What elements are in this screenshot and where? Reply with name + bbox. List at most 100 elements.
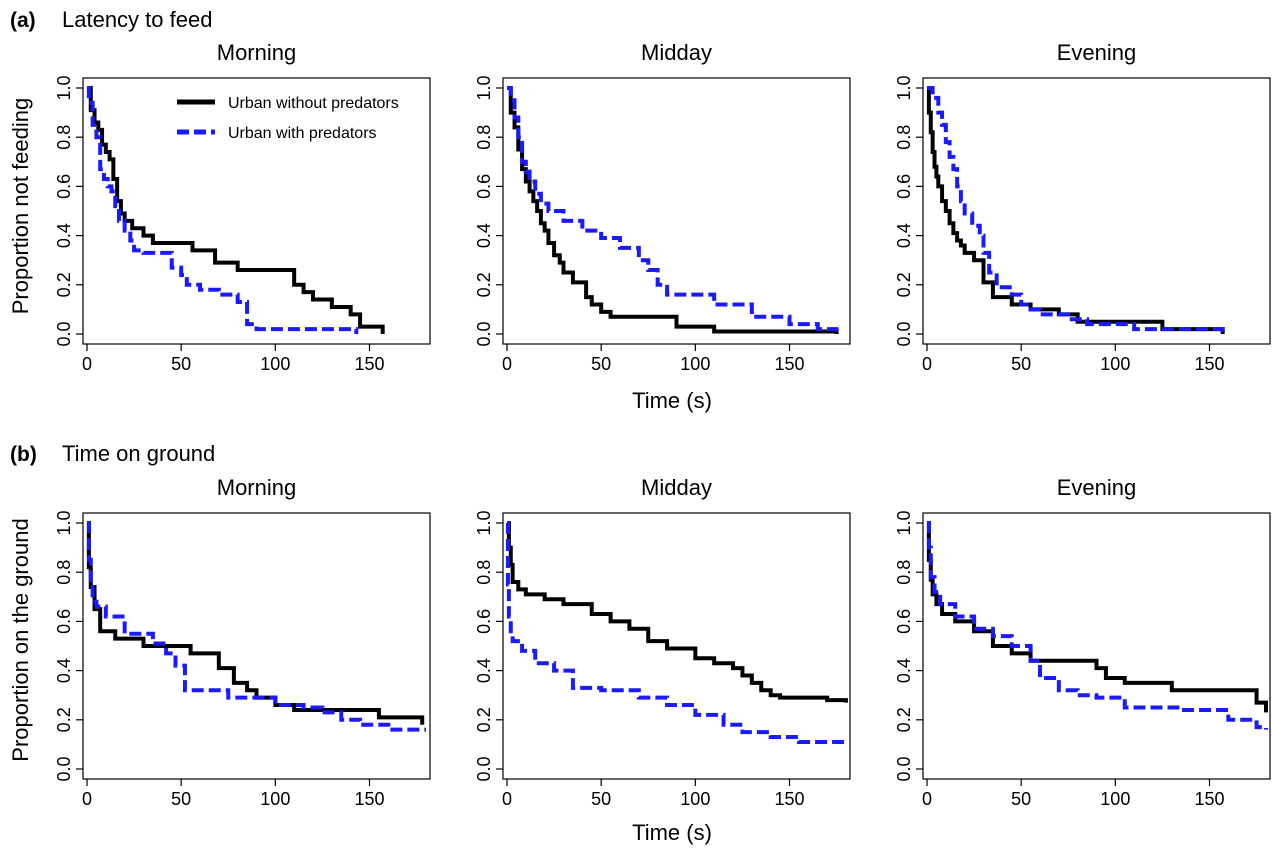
y-tick-label: 0.2 — [54, 272, 74, 297]
series-line-without-predators — [926, 521, 1268, 713]
plot-frame — [82, 77, 431, 345]
x-axis-label-a: Time (s) — [632, 388, 712, 413]
subplot-a-midday: Midday 0 50 100 150 0.0 0.2 0.4 0.6 0.8 1.0 — [474, 40, 851, 374]
series-line-with-predators — [927, 86, 1225, 334]
plot-frame — [922, 512, 1271, 780]
panel-b-label: (b) — [10, 443, 37, 466]
y-tick-label: 0.4 — [54, 658, 74, 683]
x-tick-label: 100 — [1100, 789, 1130, 809]
y-tick-label: 1.0 — [54, 75, 74, 100]
subplots: Morning 0 50 100 150 0.0 0.2 0.4 0.6 0.8 1.0 Urban … — [54, 40, 1271, 809]
legend: Urban without predators Urban with predat… — [177, 95, 399, 142]
plot-frame — [82, 512, 431, 780]
x-tick-label: 0 — [922, 354, 932, 374]
x-tick-label: 100 — [680, 354, 710, 374]
series-line-with-predators — [926, 521, 1268, 730]
panel-b-title: Time on ground — [62, 441, 215, 466]
x-tick-label: 100 — [680, 789, 710, 809]
x-tick-label: 150 — [1194, 354, 1224, 374]
subplot-a-morning: Morning 0 50 100 150 0.0 0.2 0.4 0.6 0.8 1.0 Urban … — [54, 40, 431, 374]
x-tick-label: 50 — [171, 789, 191, 809]
subplot-title: Morning — [217, 40, 296, 65]
x-tick-label: 100 — [260, 789, 290, 809]
subplot-b-midday: Midday 0 50 100 150 0.0 0.2 0.4 0.6 0.8 1.0 — [474, 475, 851, 809]
y-tick-label: 1.0 — [474, 510, 494, 535]
y-tick-label: 0.4 — [474, 658, 494, 683]
y-tick-label: 0.8 — [54, 560, 74, 585]
series-line-with-predators — [507, 86, 839, 334]
x-axis-label-b: Time (s) — [632, 820, 712, 845]
x-tick-label: 150 — [774, 354, 804, 374]
x-tick-label: 0 — [502, 354, 512, 374]
x-tick-label: 50 — [171, 354, 191, 374]
y-axis-label-a: Proportion not feeding — [8, 98, 33, 315]
y-tick-label: 0.2 — [474, 707, 494, 732]
y-tick-label: 0.4 — [894, 223, 914, 248]
y-tick-label: 0.8 — [894, 560, 914, 585]
series-line-with-predators — [86, 521, 426, 732]
y-tick-label: 1.0 — [474, 75, 494, 100]
y-tick-label: 0.8 — [474, 560, 494, 585]
y-tick-label: 1.0 — [894, 75, 914, 100]
plot-frame — [502, 512, 851, 780]
subplot-title: Midday — [641, 40, 712, 65]
y-tick-label: 0.8 — [474, 125, 494, 150]
x-tick-label: 100 — [260, 354, 290, 374]
y-tick-label: 0.0 — [894, 756, 914, 781]
series-line-with-predators — [86, 86, 359, 334]
x-tick-label: 0 — [82, 354, 92, 374]
x-tick-label: 50 — [1011, 354, 1031, 374]
y-tick-label: 0.6 — [54, 174, 74, 199]
y-tick-label: 1.0 — [54, 510, 74, 535]
y-tick-label: 0.6 — [474, 174, 494, 199]
x-tick-label: 50 — [591, 354, 611, 374]
subplot-b-evening: Evening 0 50 100 150 0.0 0.2 0.4 0.6 0.8 1.0 — [894, 475, 1271, 809]
y-tick-label: 0.0 — [474, 321, 494, 346]
series-line-without-predators — [506, 521, 848, 703]
subplot-b-morning: Morning 0 50 100 150 0.0 0.2 0.4 0.6 0.8 1.0 — [54, 475, 431, 809]
x-tick-label: 150 — [774, 789, 804, 809]
x-tick-label: 150 — [354, 354, 384, 374]
y-tick-label: 0.6 — [894, 174, 914, 199]
y-tick-label: 0.8 — [54, 125, 74, 150]
y-tick-label: 0.2 — [474, 272, 494, 297]
subplot-title: Midday — [641, 475, 712, 500]
panel-a-label: (a) — [10, 9, 36, 32]
y-tick-label: 0.0 — [54, 756, 74, 781]
y-tick-label: 0.0 — [474, 756, 494, 781]
y-tick-label: 0.2 — [54, 707, 74, 732]
y-tick-label: 0.4 — [474, 223, 494, 248]
x-tick-label: 100 — [1100, 354, 1130, 374]
y-tick-label: 0.0 — [54, 321, 74, 346]
subplot-title: Evening — [1057, 40, 1137, 65]
x-tick-label: 0 — [502, 789, 512, 809]
legend-label: Urban without predators — [228, 95, 399, 112]
y-tick-label: 0.0 — [894, 321, 914, 346]
x-tick-label: 50 — [591, 789, 611, 809]
y-tick-label: 0.2 — [894, 707, 914, 732]
subplot-title: Morning — [217, 475, 296, 500]
y-tick-label: 1.0 — [894, 510, 914, 535]
x-tick-label: 150 — [354, 789, 384, 809]
plot-frame — [502, 77, 851, 345]
panel-a-title: Latency to feed — [62, 7, 212, 32]
x-tick-label: 0 — [922, 789, 932, 809]
legend-label: Urban with predators — [228, 125, 377, 142]
x-tick-label: 0 — [82, 789, 92, 809]
y-axis-label-b: Proportion on the ground — [8, 518, 33, 761]
plot-frame — [922, 77, 1271, 345]
series-line-with-predators — [505, 521, 848, 745]
series-line-without-predators — [86, 521, 425, 725]
y-tick-label: 0.8 — [894, 125, 914, 150]
x-tick-label: 150 — [1194, 789, 1224, 809]
y-tick-label: 0.4 — [54, 223, 74, 248]
y-tick-label: 0.4 — [894, 658, 914, 683]
x-tick-label: 50 — [1011, 789, 1031, 809]
y-tick-label: 0.6 — [894, 609, 914, 634]
y-tick-label: 0.6 — [54, 609, 74, 634]
y-tick-label: 0.6 — [474, 609, 494, 634]
y-tick-label: 0.2 — [894, 272, 914, 297]
subplot-title: Evening — [1057, 475, 1137, 500]
